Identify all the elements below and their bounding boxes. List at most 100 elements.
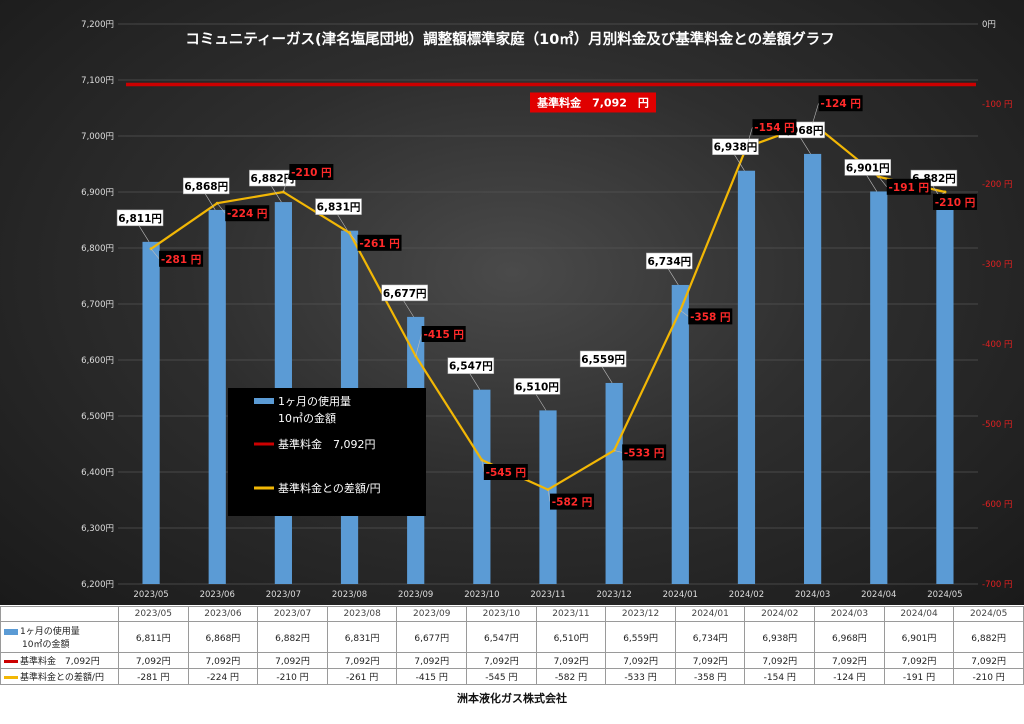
table-cell-diff: -261 円 xyxy=(326,668,398,685)
bar-value-label: 6,677円 xyxy=(383,288,427,300)
diff-value-label: -582 円 xyxy=(552,497,592,509)
table-header-cell: 2023/10 xyxy=(466,606,537,622)
diff-label-leader xyxy=(481,459,485,473)
table-row-label-base: 基準料金 7,092円 xyxy=(0,652,119,669)
bar-label-leader xyxy=(535,394,547,411)
table-cell-diff: -582 円 xyxy=(535,668,607,685)
bar-swatch-icon xyxy=(4,628,18,635)
table-cell-diff: -533 円 xyxy=(605,668,676,685)
table-cell-usage: 6,882円 xyxy=(257,621,328,653)
diff-value-label: -224 円 xyxy=(227,208,267,220)
diff-label-box xyxy=(357,234,402,251)
table-cell-diff: -154 円 xyxy=(744,668,816,685)
table-header-cell: 2024/01 xyxy=(674,606,746,622)
bar-2023/12 xyxy=(605,382,623,584)
bar-label-box xyxy=(381,284,428,302)
bar-label-leader xyxy=(138,225,150,242)
left-axis-tick-label: 6,700円 xyxy=(81,300,114,310)
bar-label-leader xyxy=(337,214,348,231)
table-row-label-diff: 基準料金との差額/円 xyxy=(0,668,119,685)
legend-box xyxy=(228,388,426,516)
table-cell-diff: -210 円 xyxy=(257,668,328,685)
x-axis-tick-label: 2023/07 xyxy=(266,590,301,600)
left-axis-tick-label: 6,300円 xyxy=(81,524,114,534)
table-header-cell: 2023/05 xyxy=(118,606,189,622)
bar-label-leader xyxy=(866,175,878,192)
table-header-cell: 2023/09 xyxy=(396,606,468,622)
table-cell-diff: -124 円 xyxy=(814,668,885,685)
diff-value-label: -154 円 xyxy=(754,122,794,134)
table-cell-usage: 6,831円 xyxy=(326,621,398,653)
diff-value-label: -358 円 xyxy=(690,311,730,323)
row-label-line1: 1ヶ月の使用量 xyxy=(20,627,80,637)
diff-label-leader xyxy=(547,489,551,502)
bar-label-box xyxy=(579,350,627,368)
right-axis-tick-label: -400 円 xyxy=(982,340,1013,350)
bar-value-label: 6,831円 xyxy=(317,202,361,214)
table-header-cell: 2023/08 xyxy=(326,606,398,622)
table-cell-usage: 6,901円 xyxy=(883,621,955,653)
x-axis-tick-label: 2024/04 xyxy=(861,590,896,600)
legend-base-label: 基準料金 7,092円 xyxy=(278,437,376,451)
bar-value-label: 6,510円 xyxy=(515,381,559,393)
x-axis-tick-label: 2024/03 xyxy=(795,590,830,600)
table-cell-usage: 6,938円 xyxy=(744,621,816,653)
bar-label-leader xyxy=(403,300,414,318)
table-corner-cell xyxy=(0,606,119,622)
left-axis-tick-label: 7,100円 xyxy=(81,76,114,86)
table-cell-usage: 6,968円 xyxy=(814,621,885,653)
legend-diff-label: 基準料金との差額/円 xyxy=(278,481,381,495)
bar-2024/03 xyxy=(804,153,822,585)
x-axis-tick-label: 2023/09 xyxy=(398,590,433,600)
table-cell-base: 7,092円 xyxy=(257,652,328,669)
diff-label-leader xyxy=(415,333,422,357)
left-axis-tick-label: 6,800円 xyxy=(81,244,114,254)
left-axis-tick-label: 6,600円 xyxy=(81,356,114,366)
bar-value-label: 6,901円 xyxy=(846,162,890,174)
table-header-row: 2023/05 2023/06 2023/07 2023/08 2023/09 2023/… xyxy=(0,606,1024,622)
bar-label-box xyxy=(712,138,759,155)
diff-label-box xyxy=(421,326,466,342)
diff-value-label: -210 円 xyxy=(935,197,975,209)
diff-label-leader xyxy=(878,176,888,187)
bar-2024/02 xyxy=(737,170,756,584)
yellow-line-swatch-icon xyxy=(4,676,18,679)
diff-label-box xyxy=(688,308,733,325)
x-axis-tick-label: 2023/05 xyxy=(133,590,168,600)
bar-value-label: 6,547円 xyxy=(449,361,493,373)
diff-value-label: -533 円 xyxy=(624,447,664,459)
diff-label-leader xyxy=(150,248,160,259)
left-axis-tick-label: 6,500円 xyxy=(81,412,114,422)
table-cell-usage: 6,559円 xyxy=(605,621,676,653)
table-cell-base: 7,092円 xyxy=(466,652,537,669)
bar-label-box xyxy=(646,252,693,270)
left-axis-tick-label: 6,900円 xyxy=(81,188,114,198)
diff-label-leader xyxy=(349,232,358,243)
right-axis-tick-label: -700 円 xyxy=(982,580,1013,590)
diff-value-label: -281 円 xyxy=(161,254,201,266)
table-cell-diff: -545 円 xyxy=(466,668,537,685)
table-header-cell: 2023/11 xyxy=(535,606,607,622)
diff-label-box xyxy=(933,194,977,210)
diff-value-label: -261 円 xyxy=(359,238,399,250)
table-cell-diff: -224 円 xyxy=(187,668,259,685)
diff-label-box xyxy=(289,164,334,180)
x-axis-tick-label: 2023/11 xyxy=(530,590,565,600)
x-axis-tick-label: 2024/02 xyxy=(729,590,764,600)
table-cell-base: 7,092円 xyxy=(744,652,816,669)
diff-label-box xyxy=(752,119,797,136)
table-header-cell: 2023/06 xyxy=(187,606,259,622)
left-axis-tick-label: 6,200円 xyxy=(81,580,114,590)
bar-value-label: 6,811円 xyxy=(118,213,162,225)
table-cell-diff: -281 円 xyxy=(118,668,189,685)
bar-2023/10 xyxy=(473,389,491,584)
x-axis-tick-label: 2023/10 xyxy=(464,590,499,600)
data-table: 2023/05 2023/06 2023/07 2023/08 2023/09 2023/… xyxy=(0,606,1024,685)
right-axis-tick-label: -200 円 xyxy=(982,180,1013,190)
bar-label-box xyxy=(447,357,495,374)
bar-value-label: 6,938円 xyxy=(714,142,758,154)
table-cell-base: 7,092円 xyxy=(396,652,468,669)
table-header-cell: 2024/03 xyxy=(814,606,885,622)
table-cell-base: 7,092円 xyxy=(674,652,746,669)
table-cell-diff: -358 円 xyxy=(674,668,746,685)
